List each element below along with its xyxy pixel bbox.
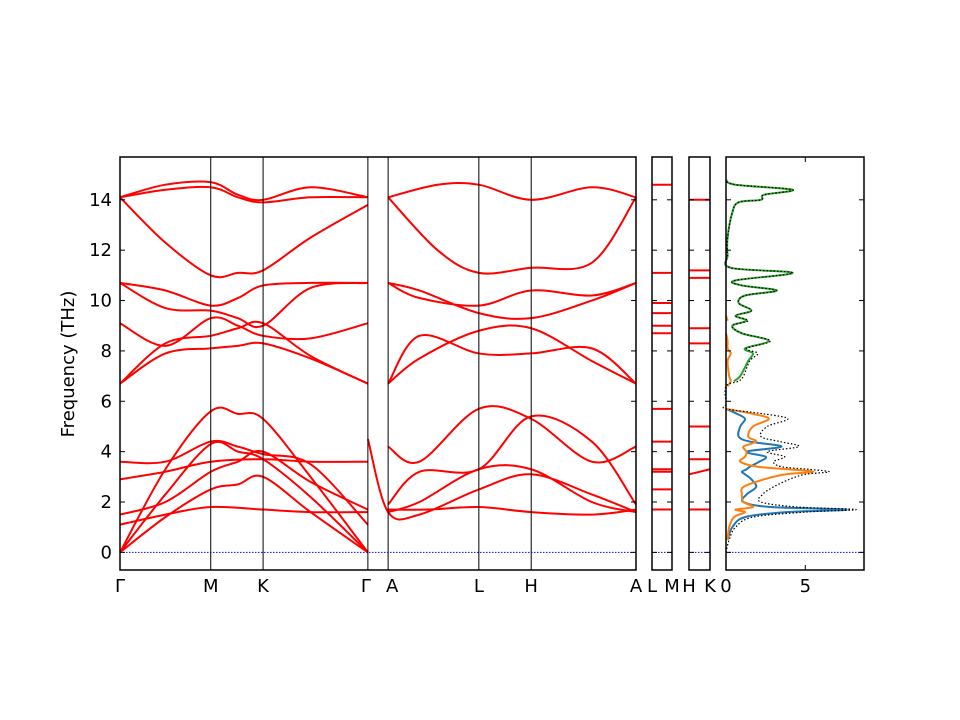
y-tick-label: 10 xyxy=(89,291,112,312)
phonon-band xyxy=(119,320,369,385)
phonon-band xyxy=(119,185,368,204)
y-axis-label: Frequency (THz) xyxy=(58,291,79,438)
phonon-band xyxy=(387,196,637,275)
total-dos-line xyxy=(722,179,857,553)
x-tick-label: 5 xyxy=(800,576,811,597)
high-symmetry-label: M xyxy=(203,576,219,597)
phonon-band xyxy=(119,439,369,526)
y-tick-label: 2 xyxy=(101,492,112,513)
phonon-band xyxy=(387,333,637,385)
partial-dos-line xyxy=(725,407,815,540)
phonon-band xyxy=(119,316,369,347)
high-symmetry-label: K xyxy=(257,576,270,597)
panel-frame xyxy=(725,156,865,571)
phonon-band xyxy=(388,506,637,516)
phonon-band xyxy=(119,196,369,279)
phonon-band xyxy=(119,440,369,554)
dos-lines xyxy=(722,178,864,553)
panel-frame xyxy=(119,156,637,571)
partial-dos-line xyxy=(725,407,848,541)
phonon-band xyxy=(119,449,369,516)
panel-frame xyxy=(651,156,673,571)
band-lines-l-m xyxy=(651,183,672,553)
phonon-band xyxy=(119,505,368,526)
high-symmetry-label: A xyxy=(386,576,399,597)
phonon-band xyxy=(387,324,637,385)
phonon-band xyxy=(387,181,637,201)
phonon-band xyxy=(387,405,637,464)
band-lines-h-k xyxy=(688,198,711,553)
high-symmetry-label: L xyxy=(647,576,657,597)
phonon-band xyxy=(688,468,711,476)
band-lines-main xyxy=(119,180,637,554)
high-symmetry-label: Γ xyxy=(115,576,125,597)
phonon-band xyxy=(119,406,369,553)
y-tick-label: 14 xyxy=(89,190,112,211)
phonon-band xyxy=(119,458,368,481)
phonon-band xyxy=(387,464,637,514)
high-symmetry-label: A xyxy=(630,576,643,597)
high-symmetry-label: H xyxy=(682,576,696,597)
phonon-band xyxy=(119,180,369,202)
phonon-band xyxy=(119,474,369,554)
partial-dos-line xyxy=(724,178,794,382)
y-tick-label: 8 xyxy=(101,341,112,362)
y-tick-label: 0 xyxy=(101,542,112,563)
high-symmetry-label: L xyxy=(474,576,484,597)
y-tick-label: 4 xyxy=(101,442,112,463)
y-tick-label: 6 xyxy=(101,391,112,412)
high-symmetry-label: K xyxy=(704,576,717,597)
y-tick-label: 12 xyxy=(89,240,112,261)
phonon-band xyxy=(387,281,637,307)
phonon-band xyxy=(119,281,368,307)
high-symmetry-label: H xyxy=(524,576,538,597)
high-symmetry-label: Γ xyxy=(361,576,371,597)
phonon-band xyxy=(119,281,368,329)
phonon-band xyxy=(119,341,369,385)
panel-frame xyxy=(688,156,711,571)
x-tick-label: 0 xyxy=(720,576,731,597)
partial-dos-line xyxy=(725,333,732,387)
phonon-band xyxy=(387,414,637,506)
high-symmetry-label: M xyxy=(664,576,680,597)
phonon-band xyxy=(387,281,637,320)
